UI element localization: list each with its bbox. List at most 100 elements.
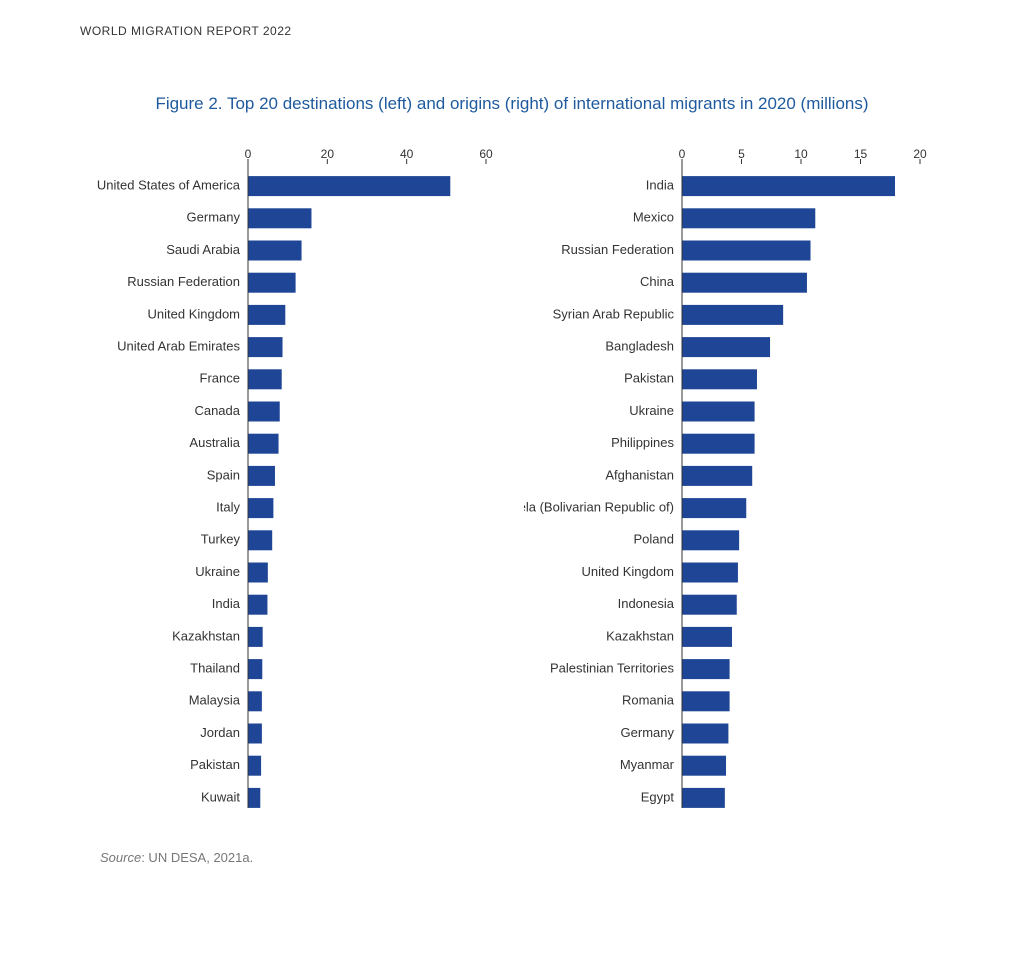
source-text: : UN DESA, 2021a. [141, 850, 253, 865]
bar [248, 369, 282, 389]
bar [682, 530, 739, 550]
bar [682, 273, 807, 293]
svg-text:Pakistan: Pakistan [624, 371, 674, 386]
svg-text:Germany: Germany [187, 210, 241, 225]
bar [248, 756, 261, 776]
svg-text:20: 20 [913, 147, 927, 161]
bar [248, 434, 279, 454]
svg-text:Thailand: Thailand [190, 661, 240, 676]
svg-text:Ukraine: Ukraine [629, 403, 674, 418]
source-citation: Source: UN DESA, 2021a. [100, 850, 944, 865]
svg-text:15: 15 [854, 147, 868, 161]
svg-text:India: India [212, 596, 241, 611]
bar [682, 466, 752, 486]
svg-text:Jordan: Jordan [200, 725, 240, 740]
bar [248, 724, 262, 744]
svg-text:Syrian Arab Republic: Syrian Arab Republic [553, 306, 675, 321]
svg-text:Saudi Arabia: Saudi Arabia [166, 242, 240, 257]
svg-text:Philippines: Philippines [611, 435, 674, 450]
bar [682, 402, 755, 422]
svg-text:Afghanistan: Afghanistan [605, 467, 674, 482]
svg-text:Egypt: Egypt [641, 789, 675, 804]
svg-text:Germany: Germany [621, 725, 675, 740]
bar [248, 788, 260, 808]
svg-text:Romania: Romania [622, 693, 675, 708]
page-root: WORLD MIGRATION REPORT 2022 Figure 2. To… [0, 0, 1024, 865]
svg-text:Canada: Canada [194, 403, 240, 418]
bar [682, 337, 770, 357]
svg-text:Australia: Australia [189, 435, 240, 450]
svg-text:40: 40 [400, 147, 414, 161]
svg-text:Spain: Spain [207, 467, 240, 482]
bar [682, 563, 738, 583]
bar [682, 788, 725, 808]
svg-text:United Kingdom: United Kingdom [582, 564, 675, 579]
source-label: Source [100, 850, 141, 865]
svg-text:Palestinian Territories: Palestinian Territories [550, 661, 675, 676]
bar [248, 563, 268, 583]
svg-text:Myanmar: Myanmar [620, 757, 675, 772]
svg-text:United Arab Emirates: United Arab Emirates [117, 339, 240, 354]
bar [248, 176, 450, 196]
svg-text:0: 0 [245, 147, 252, 161]
bar [248, 530, 272, 550]
svg-text:Mexico: Mexico [633, 210, 674, 225]
svg-text:60: 60 [479, 147, 493, 161]
bar [682, 208, 815, 228]
svg-text:Italy: Italy [216, 500, 240, 515]
svg-text:Poland: Poland [634, 532, 674, 547]
svg-text:Kuwait: Kuwait [201, 789, 240, 804]
bar [248, 402, 280, 422]
svg-text:United Kingdom: United Kingdom [148, 306, 241, 321]
bar [682, 434, 755, 454]
bar [682, 659, 730, 679]
svg-text:United States of America: United States of America [97, 178, 241, 193]
svg-text:Venezuela (Bolivarian Republic: Venezuela (Bolivarian Republic of) [524, 500, 674, 515]
bar [248, 337, 283, 357]
bar [682, 756, 726, 776]
bar [682, 627, 732, 647]
svg-text:Kazakhstan: Kazakhstan [606, 628, 674, 643]
bar [248, 498, 273, 518]
charts-row: 0 20 40 60 United States of America Germany Sa… [80, 142, 944, 832]
bar [682, 176, 895, 196]
svg-text:Turkey: Turkey [201, 532, 241, 547]
bar [682, 369, 757, 389]
bar [682, 498, 746, 518]
svg-text:5: 5 [738, 147, 745, 161]
svg-text:China: China [640, 274, 675, 289]
destinations-chart-svg: 0 20 40 60 United States of America Germany Sa… [90, 142, 500, 832]
svg-text:Kazakhstan: Kazakhstan [172, 628, 240, 643]
svg-text:Bangladesh: Bangladesh [605, 339, 674, 354]
bar [682, 724, 728, 744]
svg-text:India: India [646, 178, 675, 193]
bar [682, 595, 737, 615]
destinations-chart: 0 20 40 60 United States of America Germany Sa… [90, 142, 500, 832]
origins-chart-svg: 0 5 10 15 20 India Mexico Russian Federation Chi… [524, 142, 934, 832]
svg-text:Indonesia: Indonesia [618, 596, 675, 611]
svg-text:Ukraine: Ukraine [195, 564, 240, 579]
bar [248, 305, 285, 325]
bar [682, 691, 730, 711]
bar [248, 273, 296, 293]
svg-text:20: 20 [321, 147, 335, 161]
origins-chart: 0 5 10 15 20 India Mexico Russian Federation Chi… [524, 142, 934, 832]
svg-text:France: France [200, 371, 240, 386]
bar [248, 659, 262, 679]
report-header: WORLD MIGRATION REPORT 2022 [80, 24, 944, 38]
bar [682, 305, 783, 325]
bar [248, 466, 275, 486]
bar [248, 627, 263, 647]
svg-text:Pakistan: Pakistan [190, 757, 240, 772]
figure-title: Figure 2. Top 20 destinations (left) and… [80, 94, 944, 114]
svg-text:0: 0 [679, 147, 686, 161]
bar [248, 691, 262, 711]
svg-text:10: 10 [794, 147, 808, 161]
bar [248, 595, 267, 615]
bar [248, 208, 311, 228]
svg-text:Malaysia: Malaysia [189, 693, 241, 708]
bar [248, 241, 302, 261]
bar [682, 241, 811, 261]
svg-text:Russian Federation: Russian Federation [127, 274, 240, 289]
svg-text:Russian Federation: Russian Federation [561, 242, 674, 257]
